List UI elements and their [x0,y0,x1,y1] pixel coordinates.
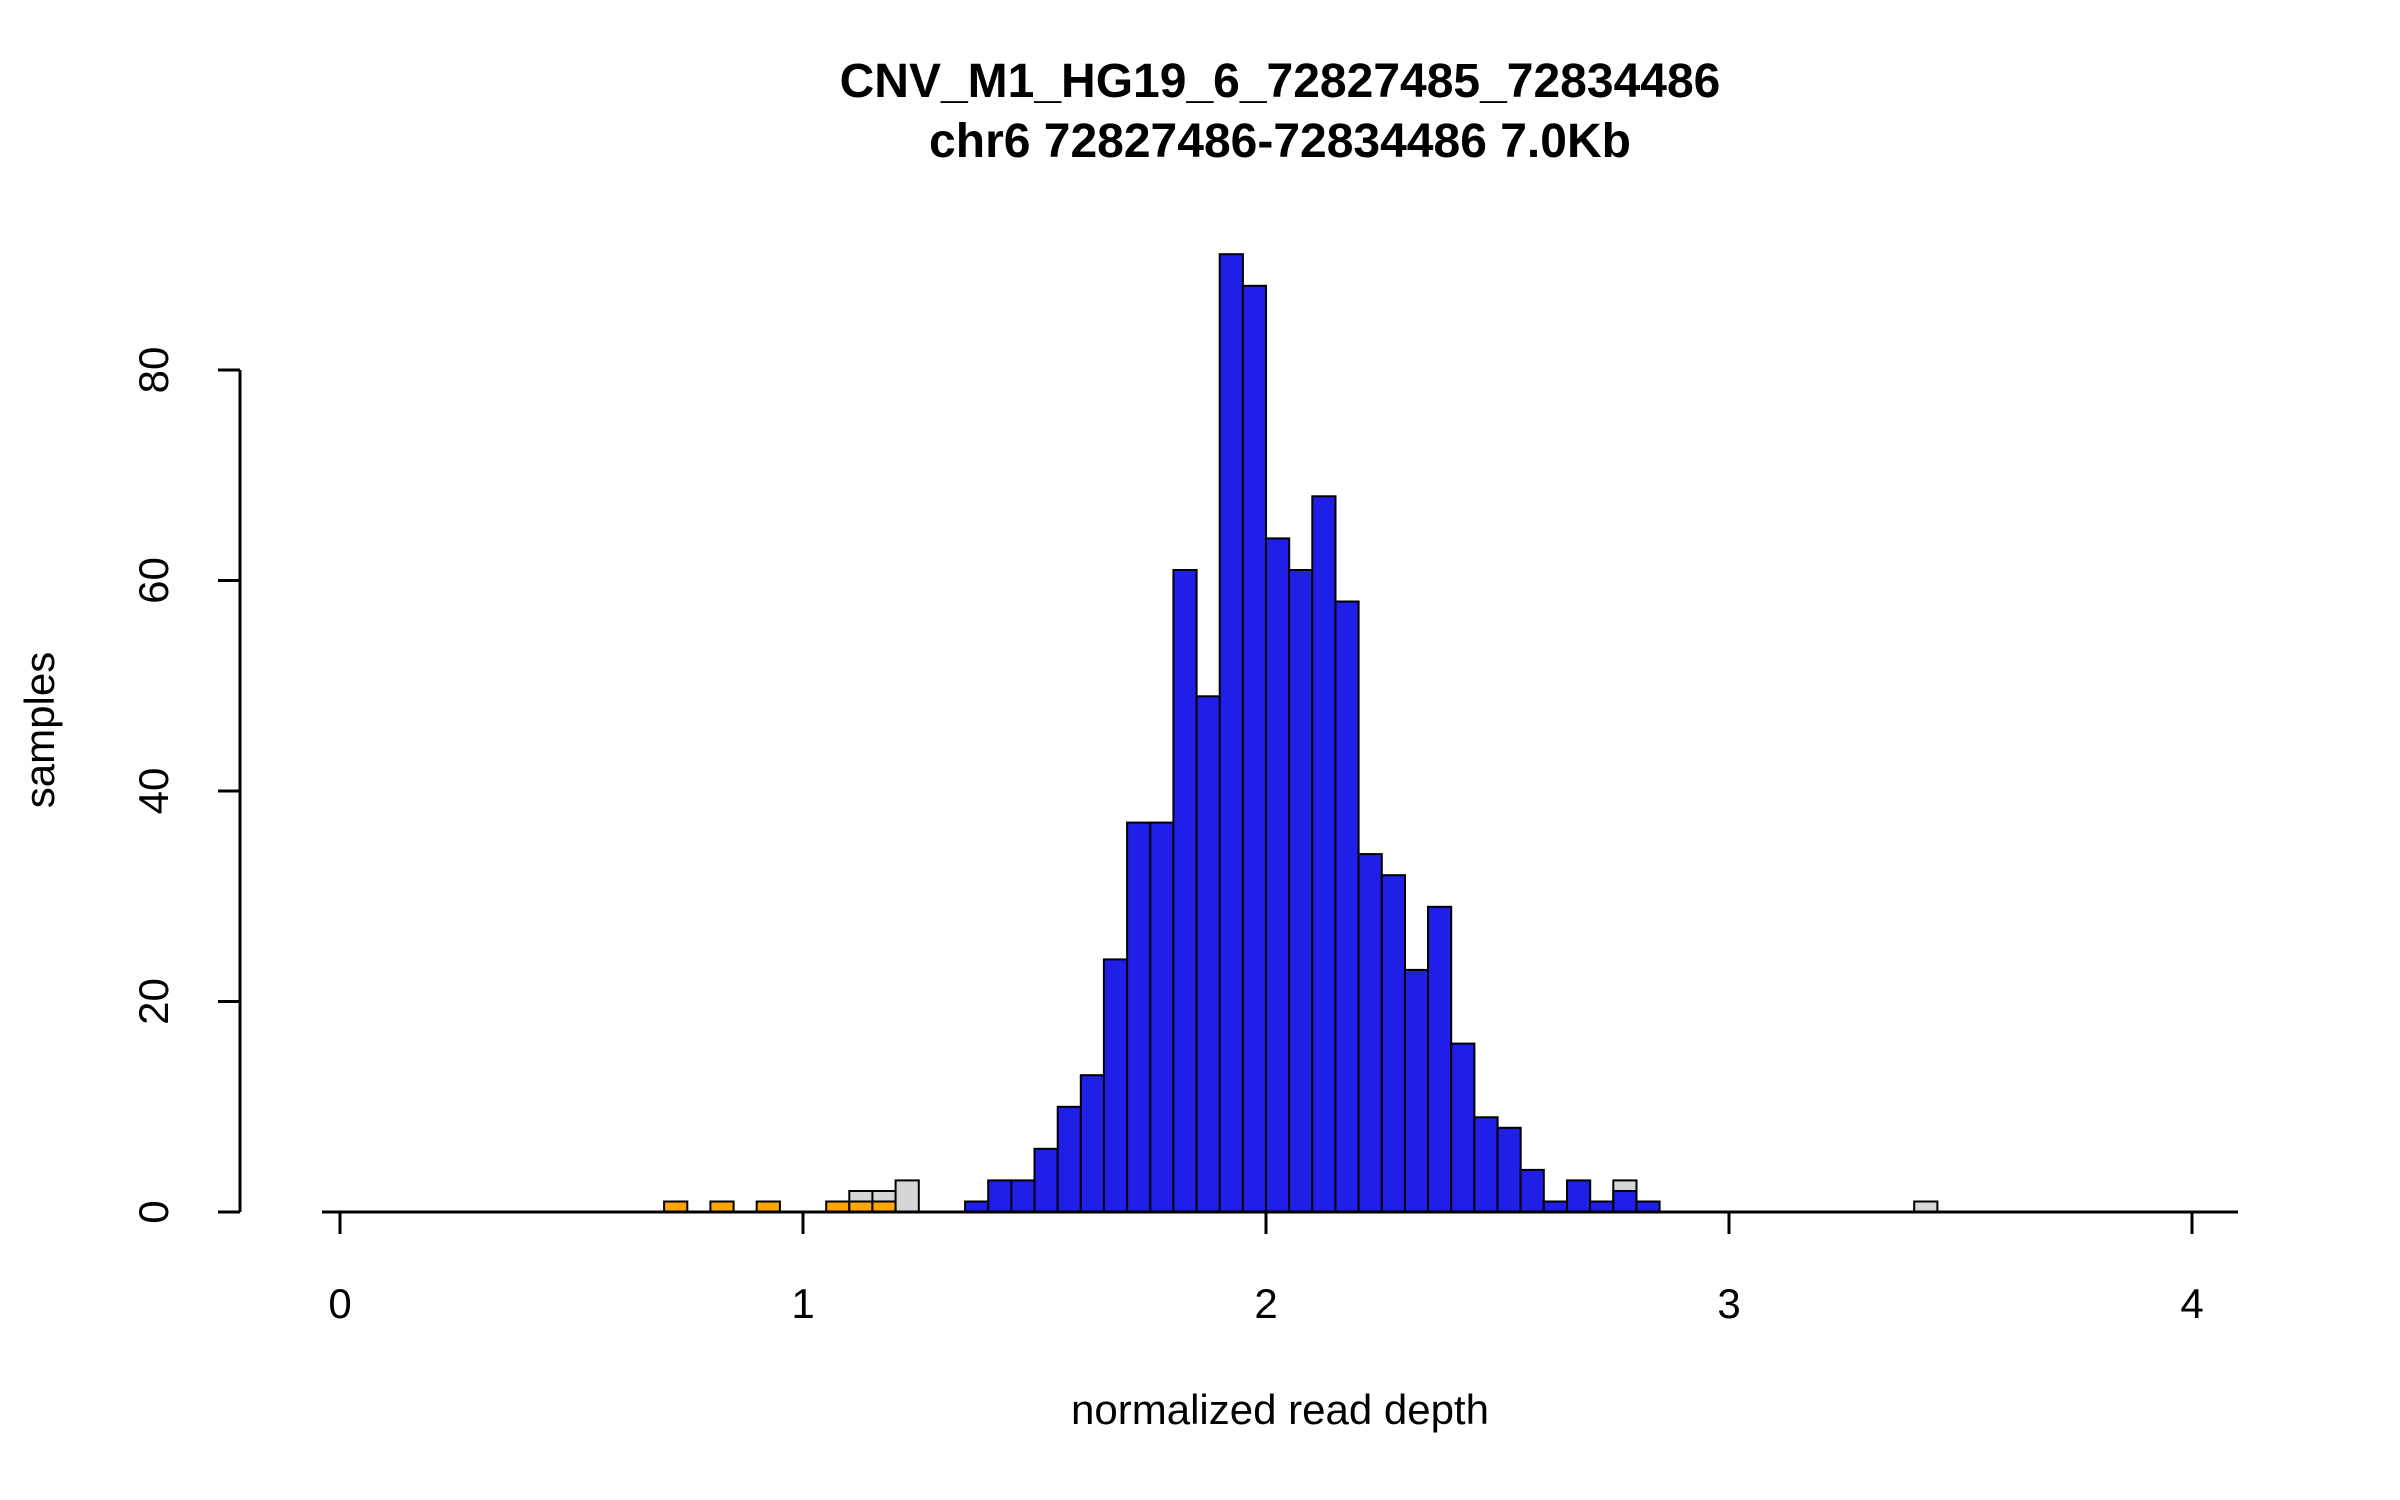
histogram-bar [894,1179,920,1214]
x-tick-label: 1 [791,1280,814,1327]
histogram-bar [709,1200,735,1213]
x-tick-label: 3 [1717,1280,1740,1327]
histogram-bar [1079,1074,1106,1213]
histogram-bar [1403,968,1430,1214]
x-tick-label: 0 [328,1280,351,1327]
histogram-bar [1172,569,1198,1213]
y-tick-label: 40 [130,768,177,815]
histogram-bar [1380,874,1407,1213]
histogram-bar [1218,253,1244,1213]
histogram-bar [1102,958,1129,1214]
histogram-bar [663,1200,689,1213]
histogram-bar [1473,1116,1499,1214]
histogram-bar [871,1200,897,1213]
histogram-bar [1635,1200,1661,1213]
histogram-bar [1450,1042,1476,1213]
x-axis-label: normalized read depth [1071,1386,1489,1433]
histogram-bar [1612,1190,1638,1214]
histogram-bar [1496,1126,1522,1214]
y-tick-label: 0 [130,1200,177,1223]
histogram-bar [1056,1105,1082,1214]
histogram-bar [1519,1168,1545,1214]
histogram-bar [1265,537,1291,1213]
chart-subtitle: chr6 72827486-72834486 7.0Kb [929,115,1631,168]
x-tick-label: 2 [1254,1280,1277,1327]
histogram-bar [1427,905,1453,1213]
histogram-bar [825,1200,851,1213]
histogram-bar [1913,1200,1939,1213]
y-tick-label: 60 [130,557,177,604]
histogram-bar [1566,1179,1592,1214]
histogram-bar [1357,853,1383,1213]
x-tick-label: 4 [2180,1280,2203,1327]
chart-title: CNV_M1_HG19_6_72827485_72834486 [839,55,1721,108]
histogram-bar [1010,1179,1036,1214]
histogram-bar [1334,600,1360,1213]
chart-title-block: CNV_M1_HG19_6_72827485_72834486 chr6 728… [280,52,2280,172]
histogram-bar [1241,284,1268,1213]
histogram-bar [1542,1200,1569,1213]
histogram-bar [848,1200,874,1213]
histogram-bar [1126,821,1152,1213]
histogram-bar [1033,1147,1059,1214]
histogram-bar [1589,1200,1615,1213]
histogram-bar [964,1200,990,1213]
y-tick-label: 80 [130,347,177,394]
histogram-bar [1195,695,1221,1213]
y-tick-label: 20 [130,978,177,1025]
histogram-bar [987,1179,1013,1214]
histogram-bar [1149,821,1175,1213]
histogram-bar [1288,569,1314,1213]
histogram-bar [755,1200,781,1213]
y-axis-label: samples [16,651,63,809]
histogram-bar [1311,495,1337,1213]
